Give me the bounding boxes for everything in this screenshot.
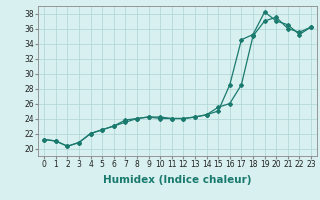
X-axis label: Humidex (Indice chaleur): Humidex (Indice chaleur) [103, 175, 252, 185]
